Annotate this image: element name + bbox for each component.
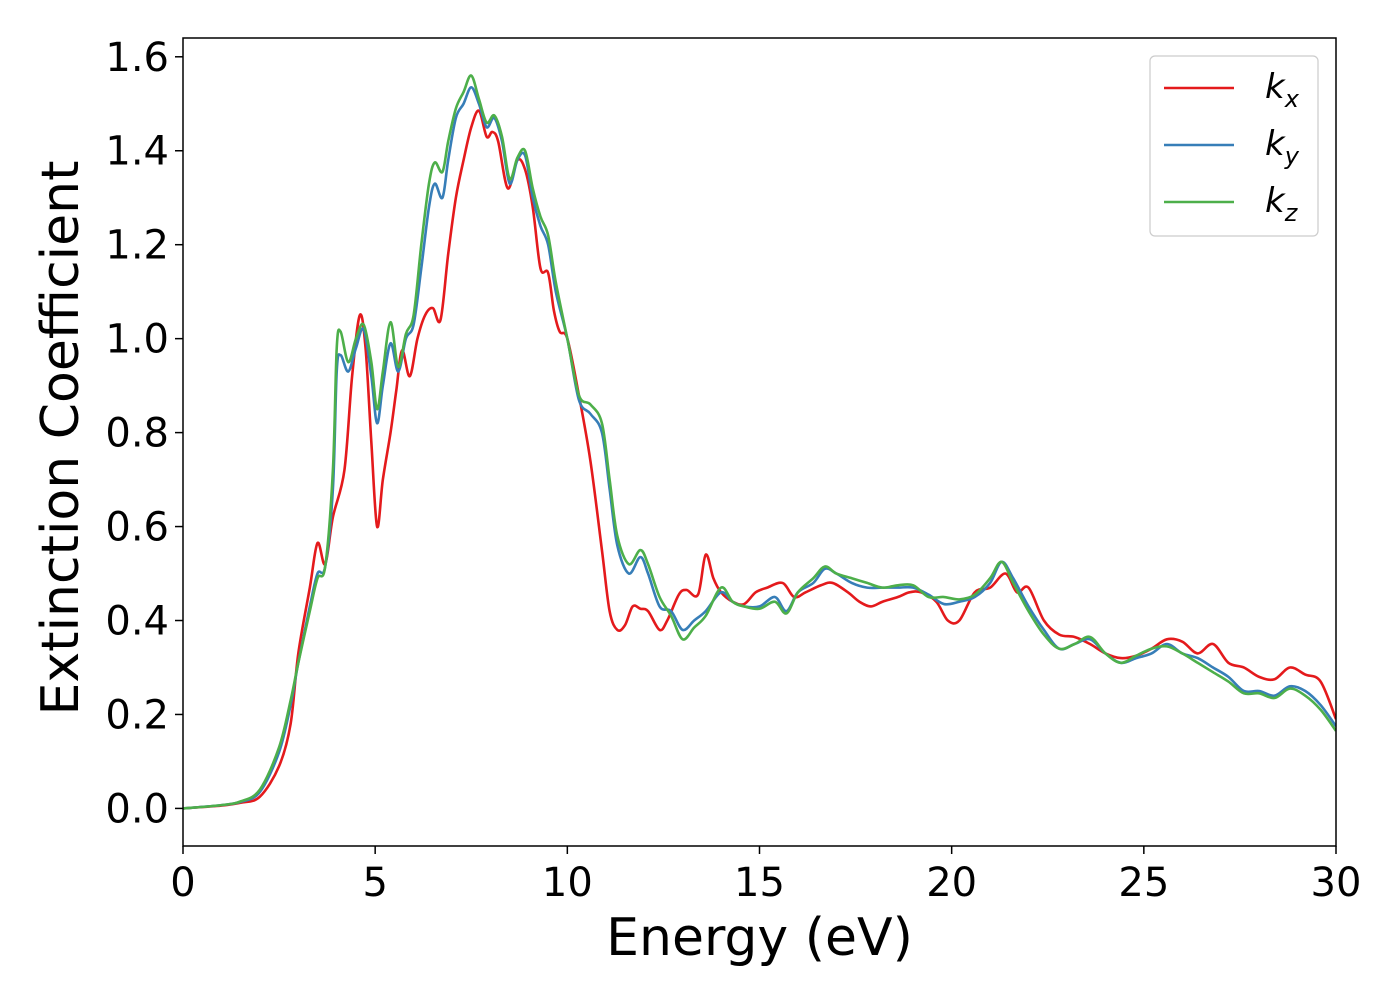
y-axis: 0.0 0.2 0.4 0.6 0.8 1.0 1.2 1.4 1.6	[105, 35, 183, 832]
legend-label: ky	[1265, 124, 1300, 170]
series-line-kx	[183, 109, 1336, 810]
legend-item-ky: ky	[1164, 124, 1300, 170]
y-tick-label: 1.6	[105, 35, 169, 81]
x-tick-label: 10	[542, 860, 593, 906]
x-tick-label: 30	[1311, 860, 1362, 906]
y-tick-label: 1.4	[105, 129, 169, 175]
y-tick-label: 0.8	[105, 411, 169, 457]
series-line-ky	[183, 86, 1336, 810]
y-tick-label: 1.2	[105, 223, 169, 269]
y-axis-title: Extinction Coefficient	[31, 161, 91, 716]
x-tick-label: 25	[1118, 860, 1169, 906]
legend-label: kx	[1265, 67, 1300, 113]
y-tick-label: 0.6	[105, 505, 169, 551]
y-tick-label: 0.2	[105, 692, 169, 738]
legend-item-kx: kx	[1164, 67, 1300, 113]
series-line-kz	[183, 74, 1336, 810]
legend: kx ky kz	[1149, 55, 1319, 237]
legend-item-kz: kz	[1164, 181, 1299, 227]
x-axis: 0 5 10 15 20 25 30	[170, 846, 1361, 906]
x-tick-label: 0	[170, 860, 195, 906]
y-tick-label: 1.0	[105, 317, 169, 363]
legend-label: kz	[1265, 181, 1299, 227]
x-tick-label: 5	[362, 860, 387, 906]
series-layer	[183, 74, 1336, 810]
y-tick-label: 0.4	[105, 599, 169, 645]
x-tick-label: 15	[734, 860, 785, 906]
y-tick-label: 0.0	[105, 786, 169, 832]
x-tick-label: 20	[926, 860, 977, 906]
x-axis-title: Energy (eV)	[606, 908, 913, 968]
